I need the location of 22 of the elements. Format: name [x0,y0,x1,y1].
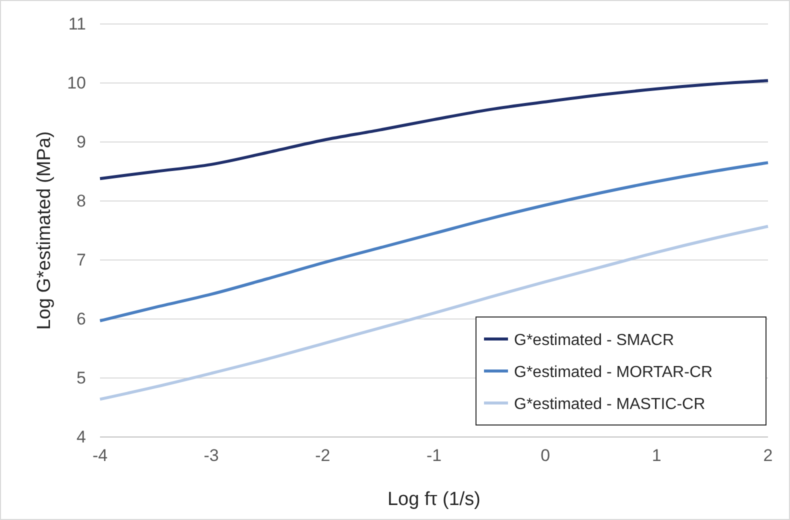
x-tick-label: -2 [315,446,330,466]
y-tick-label: 5 [76,368,86,388]
legend-label: G*estimated - MASTIC-CR [514,396,706,413]
y-tick-label: 4 [76,427,86,446]
legend-label: G*estimated - SMACR [514,332,674,349]
line-series [98,79,770,180]
y-tick-label: 6 [76,309,86,328]
legend-label: G*estimated - MORTAR-CR [514,364,713,381]
x-tick-label: -3 [204,446,219,466]
y-tick-label: 11 [68,14,86,34]
x-tick-label: 0 [540,446,550,466]
x-axis-title: Log fτ (1/s) [387,489,481,510]
y-axis-title: Log G*estimated (MPa) [34,131,55,330]
y-tick-label: 9 [76,132,86,152]
x-tick-label: 1 [652,446,662,466]
y-tick-label: 7 [76,250,86,270]
x-tick-label: 2 [763,446,773,466]
x-tick-label: -1 [426,446,442,466]
y-tick-label: 10 [67,73,86,92]
line-series [98,161,770,322]
x-tick-label: -4 [92,446,108,466]
y-tick-label: 8 [76,191,86,210]
